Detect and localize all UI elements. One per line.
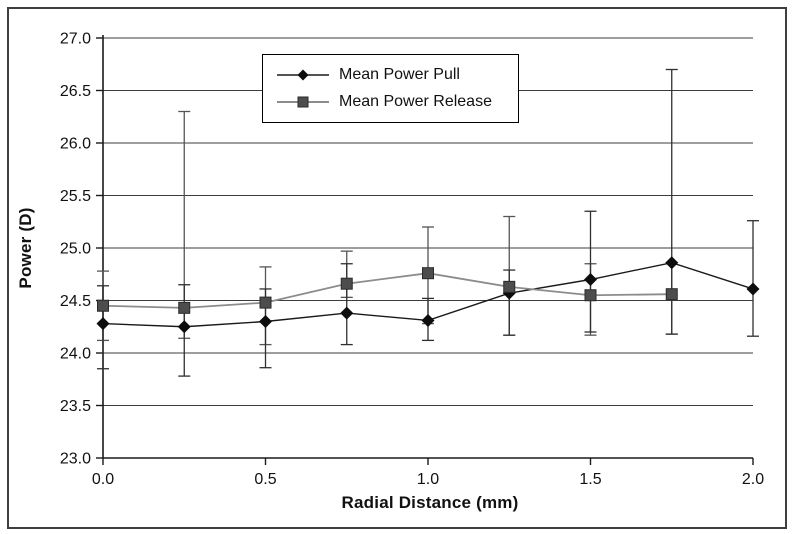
series-line-release [102,272,672,309]
x-tick-label: 2.0 [742,471,764,488]
x-tick-label: 0.5 [254,471,276,488]
marker-diamond [746,282,760,296]
marker-diamond [665,256,679,270]
legend-item-pull: Mean Power Pull [277,66,518,84]
x-tick-label: 1.0 [417,471,439,488]
y-tick-label: 23.0 [60,451,91,468]
y-tick-label: 24.0 [60,346,91,363]
legend-swatch-release-square-icon [277,96,329,108]
legend-swatch-pull-diamond-icon [277,69,329,81]
series-release [97,267,678,314]
x-axis-title: Radial Distance (mm) [341,493,519,512]
legend-item-release: Mean Power Release [277,93,518,111]
marker-square [665,288,678,301]
marker-square [584,289,597,302]
marker-square [422,267,434,280]
y-tick-label: 25.0 [60,241,91,258]
marker-square [340,277,353,290]
y-tick-label: 25.5 [60,188,91,205]
marker-square [259,296,272,309]
series-pull [96,256,760,334]
marker-square [178,301,191,314]
y-tick-label: 26.5 [60,83,91,100]
y-axis-title: Power (D) [16,207,35,289]
x-tick-label: 1.5 [579,471,601,488]
legend-label-release: Mean Power Release [339,93,492,110]
y-tick-label: 26.0 [60,136,91,153]
marker-diamond [584,273,597,286]
marker-diamond [96,317,110,331]
y-tick-label: 24.5 [60,293,91,310]
y-tick-label: 27.0 [60,31,91,48]
legend-marker-diamond [297,69,309,81]
legend: Mean Power Pull Mean Power Release [262,54,519,123]
legend-marker-square [297,96,309,108]
legend-label-pull: Mean Power Pull [339,66,460,83]
marker-diamond [340,306,354,320]
y-tick-label: 23.5 [60,398,91,415]
marker-diamond [421,313,435,327]
marker-diamond [177,320,191,334]
marker-square [97,299,109,312]
x-tick-label: 0.0 [92,471,114,488]
marker-diamond [259,315,272,328]
marker-square [503,280,516,293]
